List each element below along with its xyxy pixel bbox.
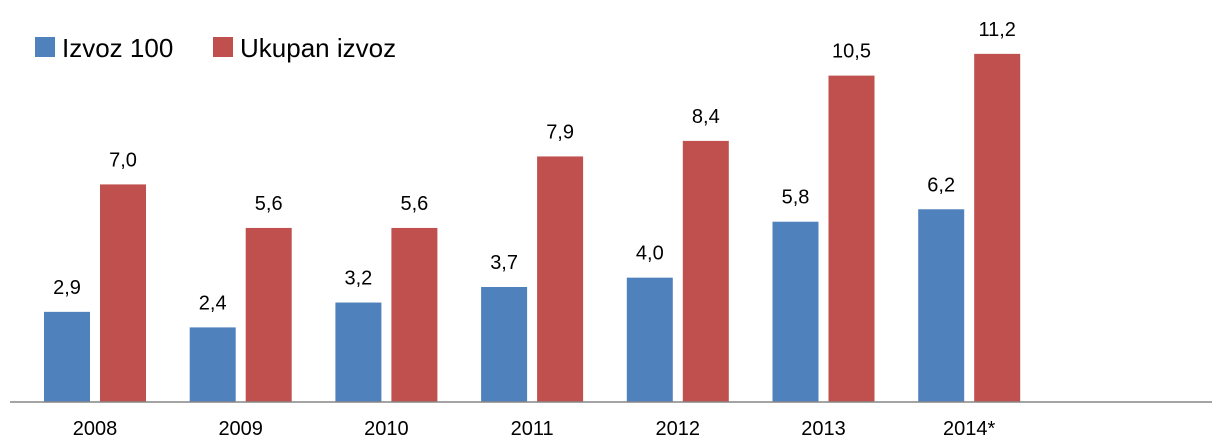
- legend-swatch: [35, 37, 55, 57]
- bar: [189, 327, 236, 402]
- bar: [918, 209, 965, 402]
- bar: [391, 227, 438, 402]
- data-label: 11,2: [978, 19, 1015, 41]
- data-label: 2,4: [199, 292, 227, 314]
- bar: [335, 302, 382, 402]
- legend-label: Izvoz 100: [62, 33, 173, 63]
- data-label: 10,5: [832, 41, 871, 63]
- bar: [828, 75, 875, 402]
- data-label: 2,9: [53, 277, 81, 299]
- x-tick-label: 2011: [511, 418, 554, 440]
- x-tick-label: 2014*: [943, 418, 995, 440]
- data-label: 4,0: [636, 243, 664, 265]
- bar: [772, 221, 819, 402]
- bar: [974, 53, 1021, 402]
- bar: [245, 227, 292, 402]
- data-label: 5,6: [255, 193, 283, 215]
- data-label: 7,9: [546, 121, 574, 143]
- bar: [537, 156, 584, 402]
- x-tick-label: 2013: [801, 418, 846, 440]
- x-tick-label: 2012: [656, 418, 701, 440]
- data-label: 3,7: [490, 252, 518, 274]
- bar: [100, 184, 146, 402]
- data-label: 3,2: [344, 268, 372, 290]
- bar: [481, 286, 528, 402]
- data-label: 6,2: [927, 174, 955, 196]
- x-tick-label: 2008: [73, 418, 118, 440]
- bar: [44, 311, 90, 402]
- bar: [682, 140, 729, 402]
- legend-swatch: [213, 37, 233, 57]
- data-label: 5,8: [782, 187, 810, 209]
- data-label: 5,6: [400, 193, 428, 215]
- data-label: 8,4: [692, 106, 720, 128]
- bar: [626, 277, 673, 402]
- x-tick-label: 2009: [218, 418, 263, 440]
- data-label: 7,0: [109, 149, 137, 171]
- legend-label: Ukupan izvoz: [240, 33, 396, 63]
- x-tick-label: 2010: [364, 418, 409, 440]
